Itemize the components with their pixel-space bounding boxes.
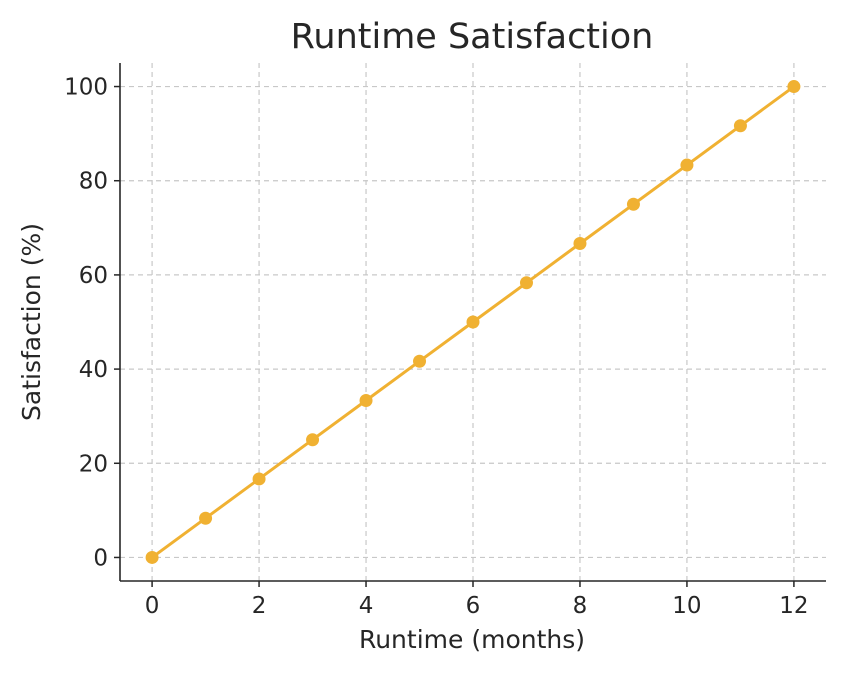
x-tick-label: 8 — [573, 593, 588, 619]
x-tick-label: 4 — [359, 593, 374, 619]
y-axis-label: Satisfaction (%) — [17, 223, 46, 421]
data-point — [626, 197, 640, 211]
chart-title: Runtime Satisfaction — [291, 17, 654, 57]
y-tick-label: 80 — [79, 169, 108, 195]
data-point — [413, 354, 427, 368]
data-point — [573, 236, 587, 250]
data-point — [519, 276, 533, 290]
data-point — [733, 119, 747, 133]
data-point — [359, 394, 373, 408]
x-tick-label: 0 — [145, 593, 160, 619]
x-tick-label: 2 — [252, 593, 267, 619]
x-tick-label: 10 — [672, 593, 701, 619]
axes: 0 2 4 6 8 10 12 0 20 40 60 80 100 — [64, 63, 826, 619]
x-tick-label: 12 — [779, 593, 808, 619]
grid — [120, 63, 826, 581]
data-point — [466, 315, 480, 329]
data-point — [787, 80, 801, 94]
y-tick-label: 40 — [79, 357, 108, 383]
data-point — [680, 158, 694, 172]
x-tick-label: 6 — [466, 593, 481, 619]
data-point — [145, 550, 159, 564]
y-tick-label: 0 — [93, 545, 108, 571]
data-point — [306, 433, 320, 447]
x-axis-label: Runtime (months) — [359, 625, 585, 654]
data-point — [199, 511, 213, 525]
y-tick-label: 100 — [64, 75, 108, 101]
y-tick-label: 60 — [79, 263, 108, 289]
data-point — [252, 472, 266, 486]
y-tick-label: 20 — [79, 451, 108, 477]
series — [145, 80, 801, 564]
